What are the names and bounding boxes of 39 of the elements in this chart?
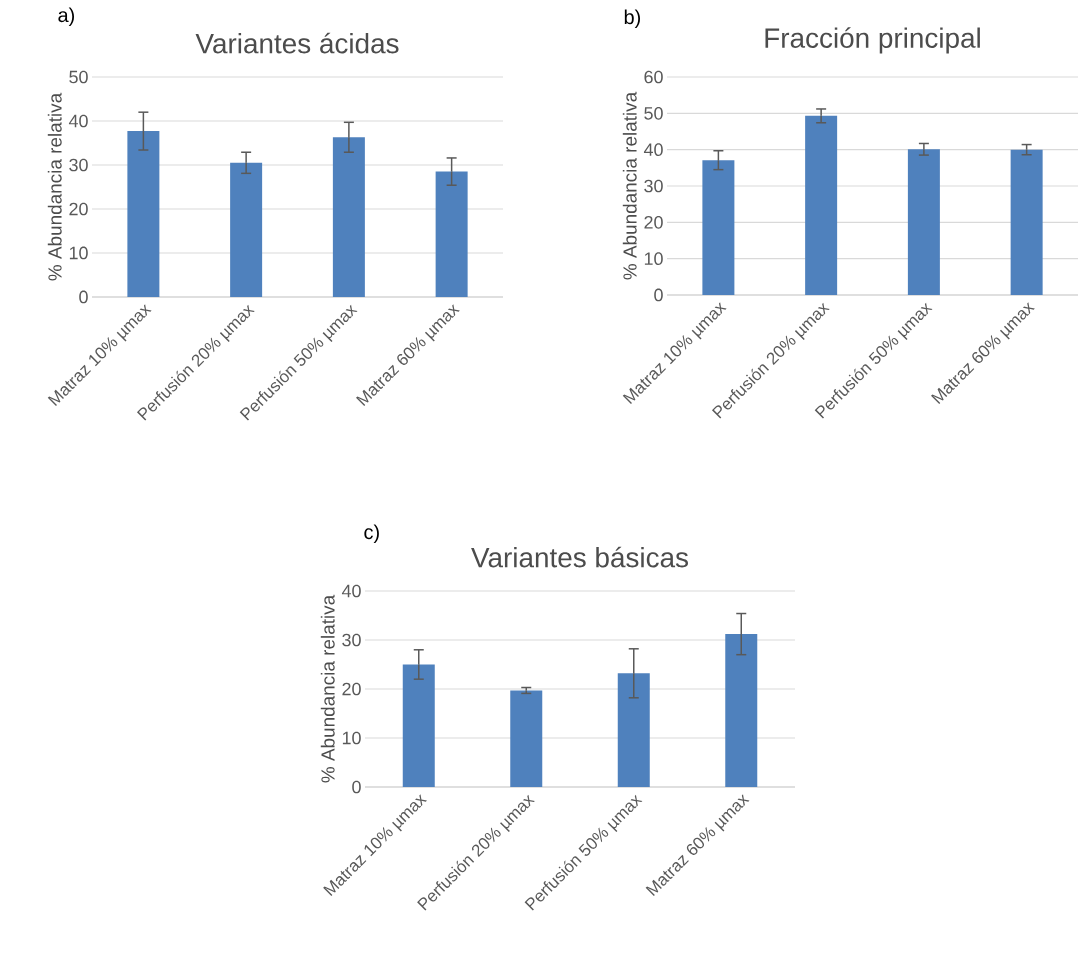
y-tick-label: 20 xyxy=(69,202,88,216)
bar xyxy=(725,634,758,787)
bar xyxy=(435,171,468,297)
bar xyxy=(402,664,435,787)
y-axis-title: % Abundancia relativa xyxy=(622,91,637,280)
y-tick-label: 10 xyxy=(342,731,361,745)
y-tick-label: 50 xyxy=(69,70,88,84)
y-tick-label: 0 xyxy=(79,290,88,304)
y-tick-label: 40 xyxy=(341,584,361,598)
y-tick-label: 30 xyxy=(644,179,663,193)
y-tick-label: 30 xyxy=(342,633,361,647)
text: b) xyxy=(624,9,641,29)
chart-title: Variantes ácidas xyxy=(195,32,399,54)
text: a) xyxy=(58,7,75,27)
y-tick-label: 40 xyxy=(68,114,88,128)
bar xyxy=(230,162,263,297)
y-tick-label: 10 xyxy=(69,246,88,260)
bar xyxy=(332,137,365,297)
bar xyxy=(907,149,940,295)
y-tick-label: 0 xyxy=(654,288,663,302)
y-tick-label: 60 xyxy=(644,70,663,84)
chart-title: Fracción principal xyxy=(765,27,980,54)
y-tick-label: 20 xyxy=(342,682,361,696)
y-tick-label: 30 xyxy=(69,158,88,172)
bar xyxy=(1010,149,1043,295)
text: c) xyxy=(364,524,379,544)
y-tick-label: 10 xyxy=(644,252,663,265)
bar xyxy=(805,115,838,295)
bar xyxy=(127,131,160,297)
bar xyxy=(702,160,735,295)
y-tick-label: 0 xyxy=(352,780,361,794)
y-tick-label: 20 xyxy=(644,215,663,229)
y-axis-title: % Abundancia relativa xyxy=(47,92,62,281)
bar xyxy=(510,690,543,787)
y-axis-title: % Abundancia relativa xyxy=(320,594,335,783)
y-tick-label: 50 xyxy=(644,106,663,120)
y-tick-label: 40 xyxy=(643,143,663,156)
bar xyxy=(617,673,650,787)
chart-title: Variantes básicas xyxy=(471,546,688,568)
